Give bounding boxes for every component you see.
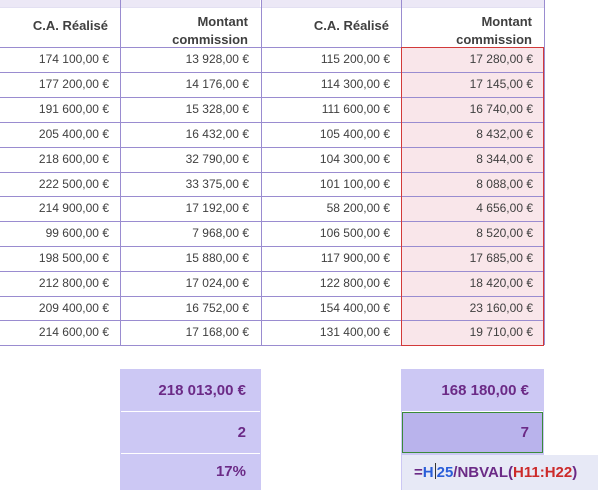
table-row: 218 600,00 € 32 790,00 € 104 300,00 € 8 … bbox=[0, 147, 544, 172]
header-top-band-c bbox=[262, 0, 401, 7]
text-cursor bbox=[434, 463, 436, 479]
montant-commission-left-cell[interactable]: 33 375,00 € bbox=[185, 177, 249, 191]
ca-realise-left-cell[interactable]: 99 600,00 € bbox=[45, 226, 109, 240]
ca-realise-right-cell[interactable]: 58 200,00 € bbox=[326, 201, 390, 215]
ca-realise-right-cell[interactable]: 101 100,00 € bbox=[319, 177, 390, 191]
montant-commission-left-cell[interactable]: 17 192,00 € bbox=[185, 201, 249, 215]
ca-realise-right-cell[interactable]: 105 400,00 € bbox=[319, 127, 390, 141]
table-row: 212 800,00 € 17 024,00 € 122 800,00 € 18… bbox=[0, 271, 544, 296]
table-row: 214 900,00 € 17 192,00 € 58 200,00 € 4 6… bbox=[0, 196, 544, 221]
montant-commission-left-cell[interactable]: 17 024,00 € bbox=[185, 276, 249, 290]
data-table-body: 174 100,00 € 13 928,00 € 115 200,00 € 17… bbox=[0, 47, 544, 345]
summary-count-left[interactable]: 2 bbox=[121, 412, 260, 453]
header-top-band-d bbox=[402, 0, 544, 7]
montant-commission-left-cell[interactable]: 13 928,00 € bbox=[185, 52, 249, 66]
ca-realise-left-cell[interactable]: 214 900,00 € bbox=[38, 201, 109, 215]
ca-realise-left-cell[interactable]: 191 600,00 € bbox=[38, 102, 109, 116]
ca-realise-right-cell[interactable]: 131 400,00 € bbox=[319, 325, 390, 339]
table-row: 214 600,00 € 17 168,00 € 131 400,00 € 19… bbox=[0, 320, 544, 345]
ca-realise-right-cell[interactable]: 104 300,00 € bbox=[319, 152, 390, 166]
ca-realise-right-cell[interactable]: 154 400,00 € bbox=[319, 301, 390, 315]
ca-realise-right-cell[interactable]: 111 600,00 € bbox=[321, 102, 390, 116]
montant-commission-left-cell[interactable]: 16 752,00 € bbox=[185, 301, 249, 315]
summary-divider bbox=[402, 411, 543, 412]
table-row: 177 200,00 € 14 176,00 € 114 300,00 € 17… bbox=[0, 72, 544, 97]
formula-equals: = bbox=[414, 464, 423, 481]
ca-realise-right-cell[interactable]: 122 800,00 € bbox=[319, 276, 390, 290]
ca-realise-left-cell[interactable]: 177 200,00 € bbox=[38, 77, 109, 91]
summary-total-left[interactable]: 218 013,00 € bbox=[121, 370, 260, 411]
header-label-line1: Montant bbox=[481, 14, 532, 29]
montant-commission-right-cell[interactable]: 17 145,00 € bbox=[469, 77, 533, 91]
formula-function: /NBVAL( bbox=[453, 464, 514, 481]
table-row: 191 600,00 € 15 328,00 € 111 600,00 € 16… bbox=[0, 97, 544, 122]
ca-realise-right-cell[interactable]: 106 500,00 € bbox=[319, 226, 390, 240]
montant-commission-right-cell[interactable]: 8 520,00 € bbox=[476, 226, 533, 240]
montant-commission-left-cell[interactable]: 7 968,00 € bbox=[192, 226, 249, 240]
ca-realise-left-cell[interactable]: 205 400,00 € bbox=[38, 127, 109, 141]
header-label-line2: commission bbox=[456, 32, 532, 47]
header-montant-commission-left[interactable]: Montant commission bbox=[121, 7, 260, 47]
ca-realise-left-cell[interactable]: 209 400,00 € bbox=[38, 301, 109, 315]
header-ca-realise-right[interactable]: C.A. Réalisé bbox=[262, 7, 401, 47]
montant-commission-left-cell[interactable]: 32 790,00 € bbox=[185, 152, 249, 166]
table-row: 222 500,00 € 33 375,00 € 101 100,00 € 8 … bbox=[0, 172, 544, 196]
montant-commission-left-cell[interactable]: 16 432,00 € bbox=[185, 127, 249, 141]
formula-close-paren: ) bbox=[572, 464, 578, 481]
header-label-line2: commission bbox=[172, 32, 248, 47]
montant-commission-right-cell[interactable]: 19 710,00 € bbox=[469, 325, 533, 339]
header-top-band-b bbox=[121, 0, 260, 7]
formula-edit-cell[interactable]: =H 25/NBVAL(H11:H22) bbox=[402, 455, 598, 490]
montant-commission-right-cell[interactable]: 16 740,00 € bbox=[469, 102, 533, 116]
montant-commission-right-cell[interactable]: 4 656,00 € bbox=[476, 201, 533, 215]
ca-realise-right-cell[interactable]: 114 300,00 € bbox=[320, 77, 390, 91]
montant-commission-left-cell[interactable]: 15 880,00 € bbox=[185, 251, 249, 265]
ca-realise-left-cell[interactable]: 198 500,00 € bbox=[38, 251, 109, 265]
montant-commission-right-cell[interactable]: 8 344,00 € bbox=[476, 152, 533, 166]
montant-commission-right-cell[interactable]: 23 160,00 € bbox=[469, 301, 533, 315]
ca-realise-left-cell[interactable]: 222 500,00 € bbox=[38, 177, 109, 191]
ca-realise-left-cell[interactable]: 218 600,00 € bbox=[38, 152, 109, 166]
header-label-line1: Montant bbox=[197, 14, 248, 29]
ca-realise-right-cell[interactable]: 115 200,00 € bbox=[320, 52, 390, 66]
montant-commission-right-cell[interactable]: 18 420,00 € bbox=[469, 276, 533, 290]
summary-count-right[interactable]: 7 bbox=[402, 412, 543, 453]
montant-commission-left-cell[interactable]: 17 168,00 € bbox=[185, 325, 249, 339]
ca-realise-left-cell[interactable]: 212 800,00 € bbox=[38, 276, 109, 290]
header-top-band-a bbox=[0, 0, 120, 7]
table-row: 209 400,00 € 16 752,00 € 154 400,00 € 23… bbox=[0, 296, 544, 320]
montant-commission-right-cell[interactable]: 8 432,00 € bbox=[476, 127, 533, 141]
ca-realise-right-cell[interactable]: 117 900,00 € bbox=[320, 251, 390, 265]
header-label: C.A. Réalisé bbox=[313, 18, 389, 33]
formula-ref-col: H bbox=[422, 464, 434, 481]
montant-commission-right-cell[interactable]: 17 685,00 € bbox=[469, 251, 533, 265]
header-label: C.A. Réalisé bbox=[32, 18, 108, 33]
summary-rate-left[interactable]: 17% bbox=[121, 454, 260, 490]
summary-total-right[interactable]: 168 180,00 € bbox=[402, 370, 543, 411]
formula-ref-row: 25 bbox=[436, 464, 454, 481]
table-row: 198 500,00 € 15 880,00 € 117 900,00 € 17… bbox=[0, 246, 544, 271]
formula-range-ref: H11:H22 bbox=[513, 464, 573, 481]
header-montant-commission-right[interactable]: Montant commission bbox=[402, 7, 544, 47]
montant-commission-right-cell[interactable]: 8 088,00 € bbox=[476, 177, 533, 191]
header-ca-realise-left[interactable]: C.A. Réalisé bbox=[0, 7, 120, 47]
summary-divider bbox=[121, 411, 260, 412]
table-row: 99 600,00 € 7 968,00 € 106 500,00 € 8 52… bbox=[0, 221, 544, 246]
summary-divider bbox=[121, 453, 260, 454]
montant-commission-left-cell[interactable]: 15 328,00 € bbox=[185, 102, 249, 116]
table-row: 174 100,00 € 13 928,00 € 115 200,00 € 17… bbox=[0, 47, 544, 72]
table-row: 205 400,00 € 16 432,00 € 105 400,00 € 8 … bbox=[0, 122, 544, 147]
ca-realise-left-cell[interactable]: 174 100,00 € bbox=[38, 52, 109, 66]
montant-commission-right-cell[interactable]: 17 280,00 € bbox=[469, 52, 533, 66]
ca-realise-left-cell[interactable]: 214 600,00 € bbox=[38, 325, 109, 339]
montant-commission-left-cell[interactable]: 14 176,00 € bbox=[185, 77, 249, 91]
